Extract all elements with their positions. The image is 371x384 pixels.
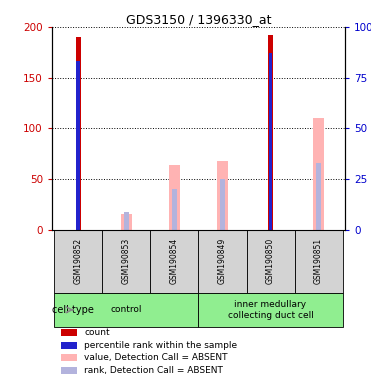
Title: GDS3150 / 1396330_at: GDS3150 / 1396330_at (126, 13, 271, 26)
Bar (54, 230, 102, 293)
Bar (313, 118, 324, 230)
Text: cell type: cell type (52, 305, 94, 315)
Bar (76, 37, 81, 230)
Text: value, Detection Call = ABSENT: value, Detection Call = ABSENT (84, 353, 228, 362)
Bar (295, 230, 343, 293)
Bar (124, 212, 129, 230)
Bar (61, 354, 77, 361)
Bar (61, 367, 77, 374)
Text: percentile rank within the sample: percentile rank within the sample (84, 341, 237, 350)
Bar (150, 230, 198, 293)
Bar (102, 230, 150, 293)
Text: control: control (111, 305, 142, 314)
Bar (220, 179, 226, 230)
Text: count: count (84, 328, 110, 338)
Bar (54, 293, 198, 327)
Text: inner medullary
collecting duct cell: inner medullary collecting duct cell (228, 300, 313, 319)
Bar (169, 165, 180, 230)
Text: GSM190852: GSM190852 (74, 238, 83, 285)
Bar (61, 342, 77, 349)
Bar (198, 293, 343, 327)
Text: GSM190853: GSM190853 (122, 238, 131, 285)
Text: rank, Detection Call = ABSENT: rank, Detection Call = ABSENT (84, 366, 223, 375)
Bar (247, 230, 295, 293)
Bar (198, 230, 247, 293)
Bar (268, 35, 273, 230)
Bar (61, 329, 77, 336)
Bar (217, 161, 228, 230)
Bar (121, 214, 132, 230)
Text: GSM190849: GSM190849 (218, 238, 227, 285)
Bar (76, 61, 80, 230)
Text: GSM190854: GSM190854 (170, 238, 179, 285)
Bar (171, 189, 177, 230)
Text: GSM190850: GSM190850 (266, 238, 275, 285)
Text: GSM190851: GSM190851 (314, 238, 323, 285)
Bar (316, 163, 322, 230)
Bar (269, 53, 272, 230)
